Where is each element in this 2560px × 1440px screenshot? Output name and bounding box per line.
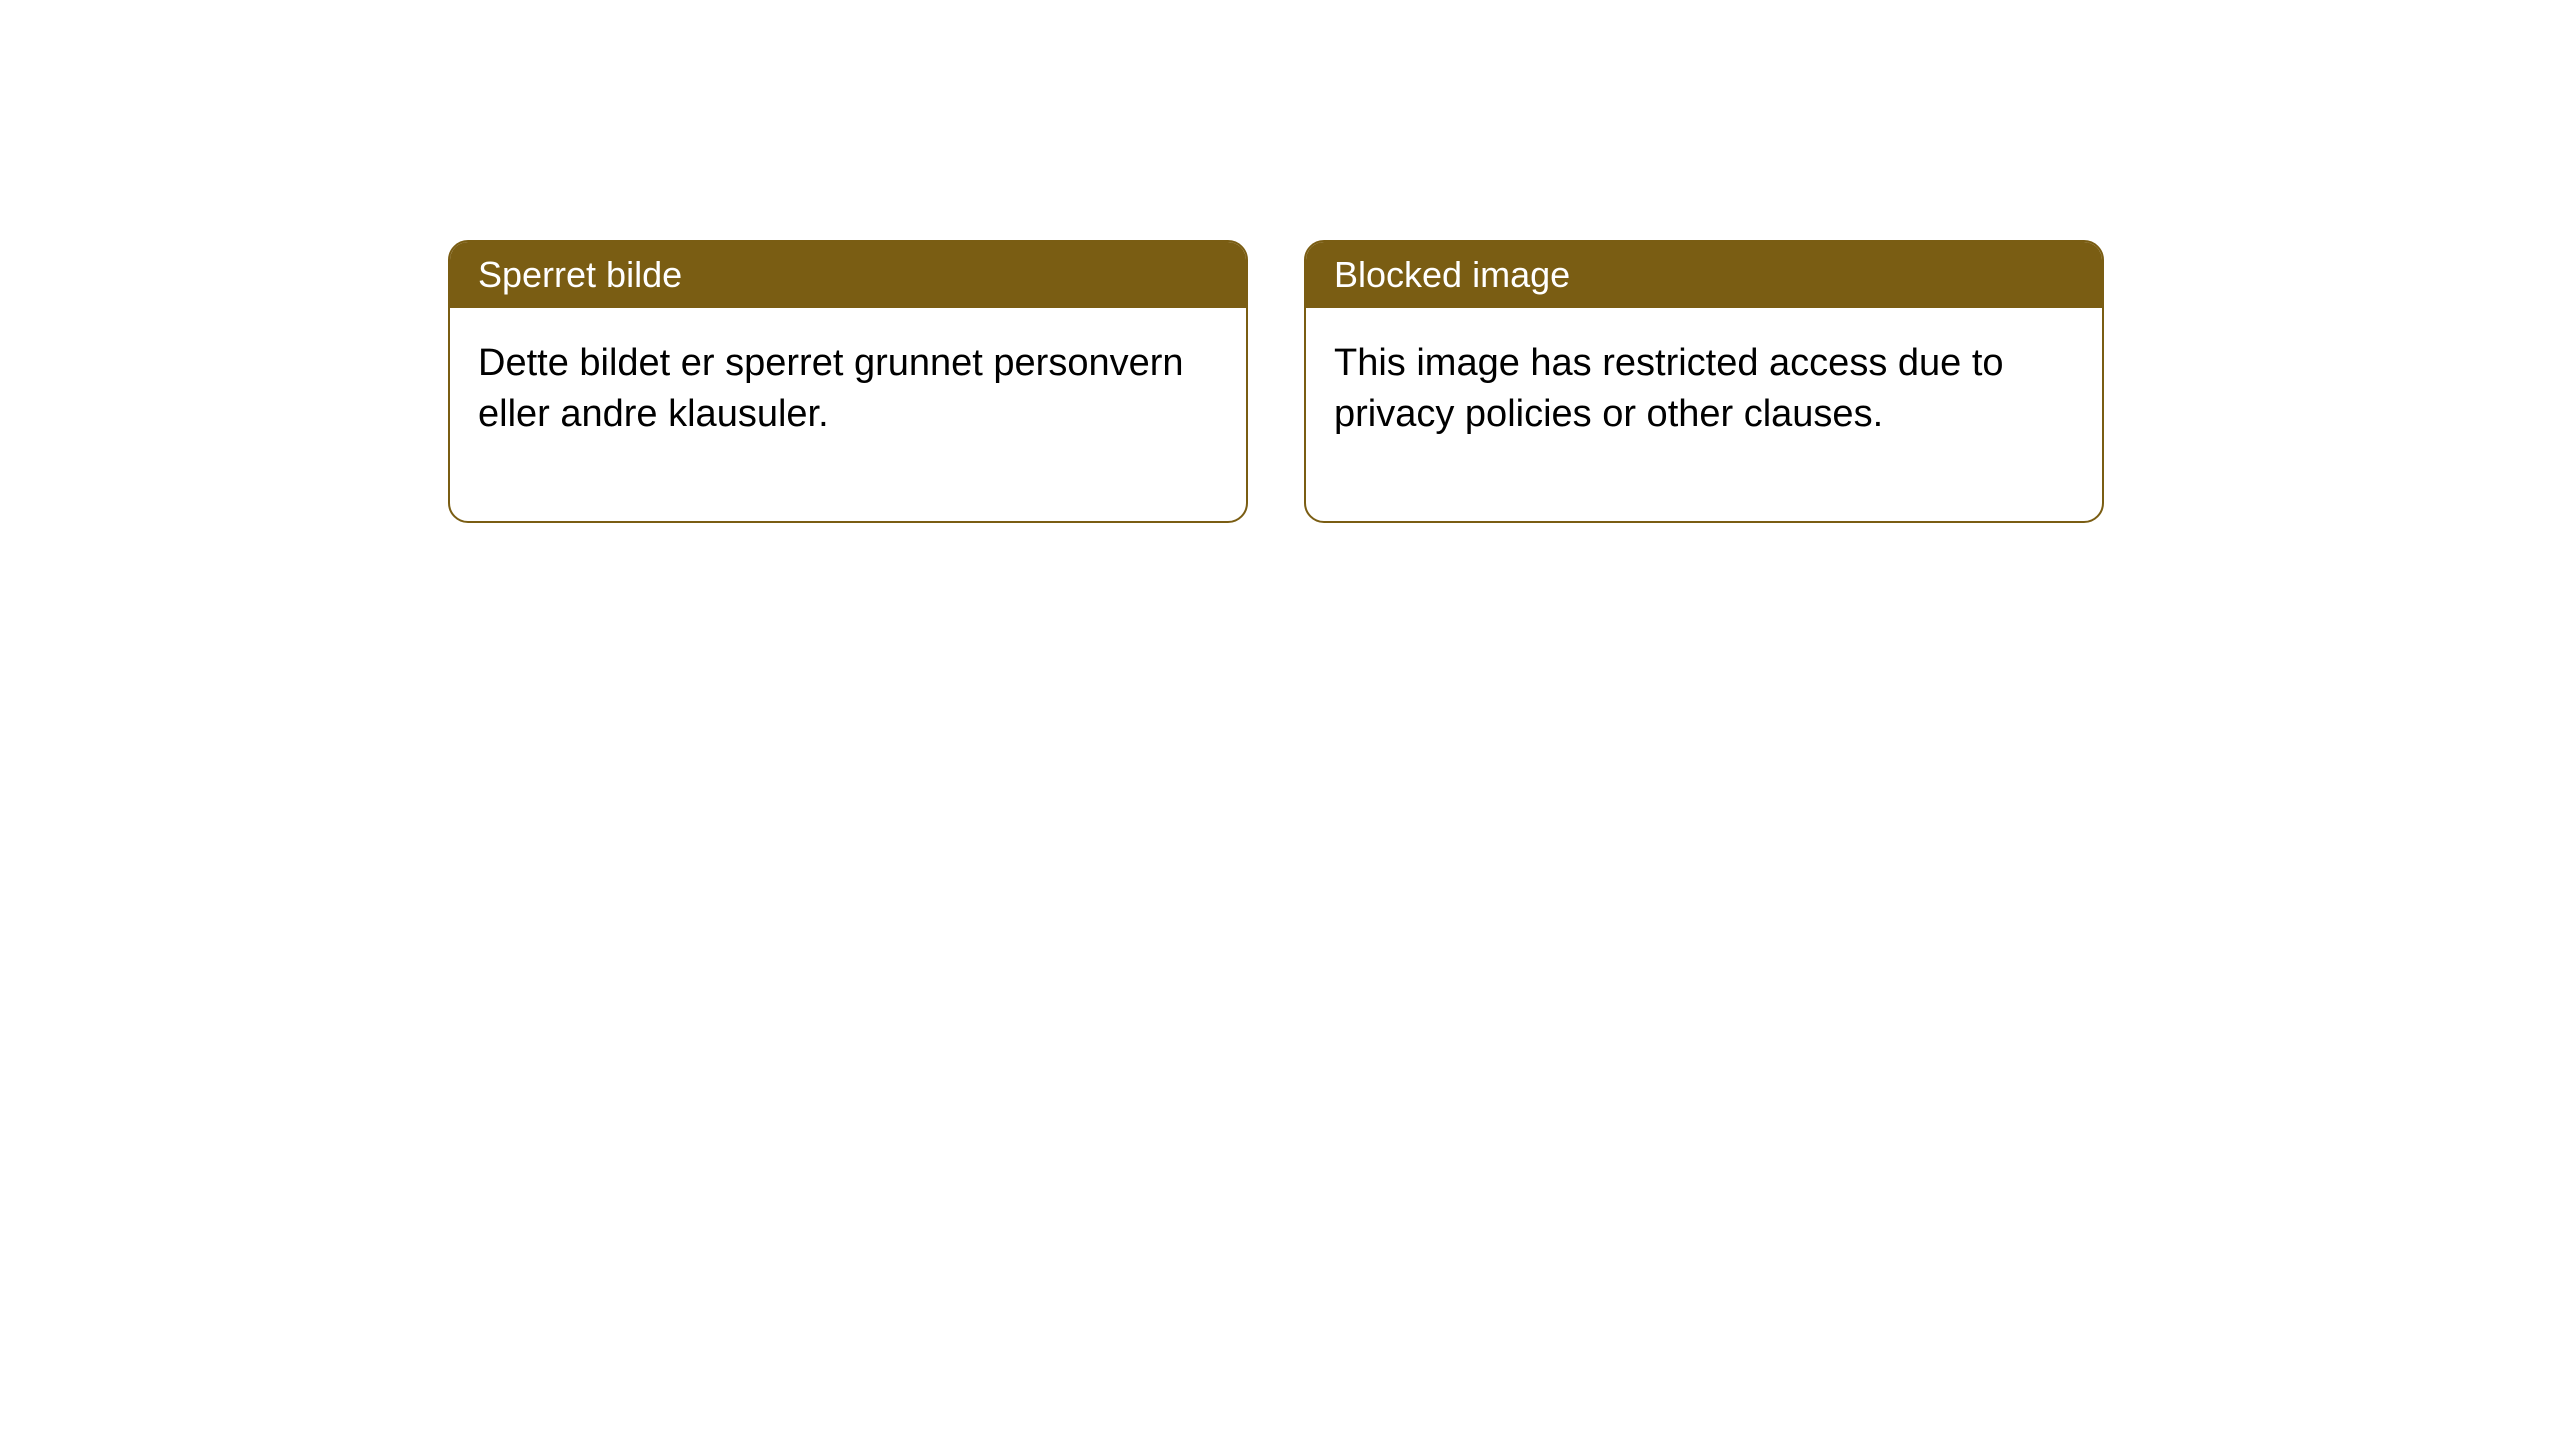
notice-card-english: Blocked image This image has restricted … [1304, 240, 2104, 523]
notice-header-norwegian: Sperret bilde [450, 242, 1246, 308]
notice-header-english: Blocked image [1306, 242, 2102, 308]
notice-card-norwegian: Sperret bilde Dette bildet er sperret gr… [448, 240, 1248, 523]
notice-container: Sperret bilde Dette bildet er sperret gr… [448, 240, 2104, 523]
notice-body-norwegian: Dette bildet er sperret grunnet personve… [450, 308, 1246, 521]
notice-body-english: This image has restricted access due to … [1306, 308, 2102, 521]
